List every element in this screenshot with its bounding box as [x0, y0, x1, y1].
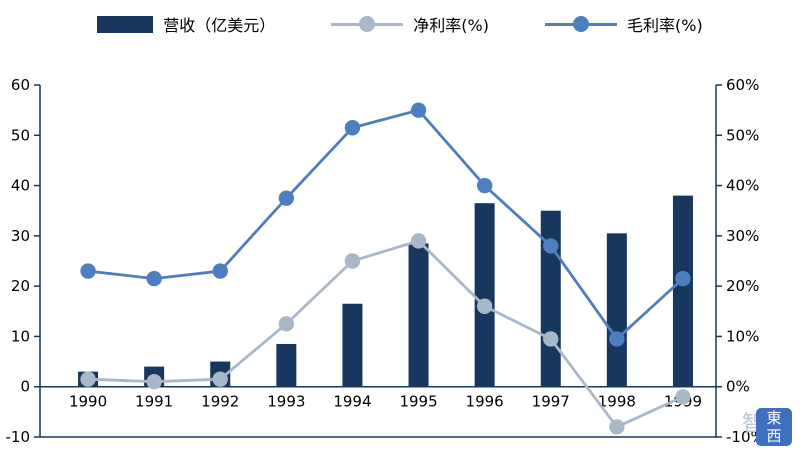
legend-label-gross-margin: 毛利率(%) [627, 16, 703, 35]
svg-text:1992: 1992 [201, 393, 239, 411]
svg-text:30%: 30% [726, 227, 759, 245]
combo-chart: 60 50 40 30 20 10 0 -10 60% 50% 40% 30% 20% 10% 0% -10%… [6, 76, 765, 446]
svg-text:30: 30 [11, 227, 30, 245]
left-axis: 60 50 40 30 20 10 0 -10 [6, 76, 40, 446]
net-margin-dot [359, 16, 376, 32]
svg-text:1995: 1995 [399, 393, 437, 411]
gross-margin-line-swatch-icon [545, 15, 617, 33]
net-margin-line-swatch-icon [331, 15, 404, 33]
line-series-毛利率(%) [80, 102, 691, 347]
svg-text:0%: 0% [726, 378, 750, 396]
revenue-bar-swatch-icon [97, 15, 154, 33]
svg-text:20%: 20% [726, 277, 759, 295]
svg-text:1998: 1998 [598, 393, 636, 411]
right-axis: 60% 50% 40% 30% 20% 10% 0% -10% [716, 76, 765, 446]
legend-item-gross-margin: 毛利率(%) [545, 12, 703, 36]
line-series-净利率(%) [80, 233, 691, 435]
svg-text:-10%: -10% [726, 428, 765, 446]
svg-text:40%: 40% [726, 177, 759, 195]
svg-text:1996: 1996 [466, 393, 504, 411]
legend-item-net-margin: 净利率(%) [331, 12, 489, 36]
svg-text:1990: 1990 [69, 393, 107, 411]
watermark-char-2: 西 [766, 427, 782, 445]
gross-margin-dot [573, 16, 589, 32]
svg-text:10%: 10% [726, 327, 759, 345]
svg-text:1991: 1991 [135, 393, 173, 411]
legend-item-revenue: 营收（亿美元） [97, 12, 275, 36]
svg-text:60: 60 [11, 76, 30, 94]
watermark-logo: 智 東 西 [742, 408, 792, 446]
svg-text:50: 50 [11, 126, 30, 144]
watermark-box: 東 西 [756, 408, 792, 446]
watermark-char-1: 東 [766, 409, 782, 427]
svg-text:40: 40 [11, 177, 30, 195]
svg-text:60%: 60% [726, 76, 759, 94]
svg-text:1997: 1997 [532, 393, 570, 411]
svg-text:50%: 50% [726, 126, 759, 144]
svg-text:1994: 1994 [333, 393, 371, 411]
svg-text:0: 0 [20, 378, 30, 396]
svg-text:1993: 1993 [267, 393, 305, 411]
x-axis-labels: 1990199119921993199419951996199719981999 [69, 393, 702, 411]
bar-series-营收（亿美元） [78, 195, 693, 387]
chart-legend: 营收（亿美元） 净利率(%) 毛利率(%) [0, 12, 800, 36]
legend-label-net-margin: 净利率(%) [413, 16, 489, 35]
svg-text:10: 10 [11, 327, 30, 345]
svg-text:-10: -10 [6, 428, 31, 446]
legend-label-revenue: 营收（亿美元） [163, 16, 276, 35]
svg-text:20: 20 [11, 277, 30, 295]
